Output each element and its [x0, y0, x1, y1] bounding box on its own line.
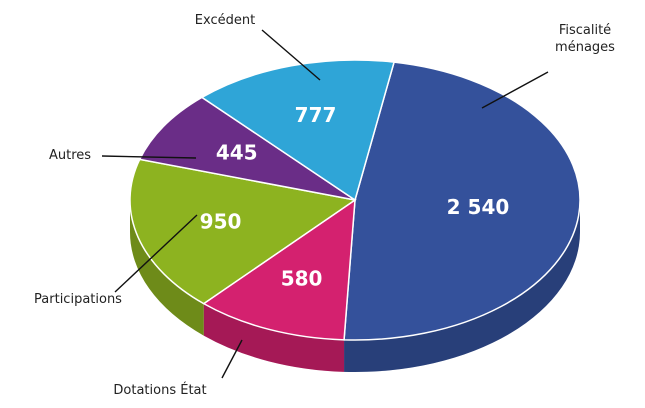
leader-line [101, 155, 197, 159]
leader-line [261, 29, 321, 81]
category-label: Participations [34, 292, 122, 307]
value-label: 950 [200, 210, 242, 234]
value-label: 445 [216, 140, 258, 164]
slice [202, 198, 356, 341]
category-label: Fiscalité ménages [555, 23, 615, 55]
value-label: 777 [295, 103, 337, 127]
slice-side [130, 200, 204, 336]
value-label: 2 540 [447, 195, 510, 219]
value-label: 580 [281, 267, 323, 291]
leader-line [481, 71, 549, 109]
slice [200, 59, 396, 202]
leader-line [221, 339, 243, 379]
slice [343, 61, 581, 341]
category-label: Dotations État [113, 383, 207, 398]
category-label: Excédent [194, 13, 256, 28]
leader-line [114, 214, 198, 293]
category-label: Autres [48, 148, 92, 163]
slice [129, 158, 357, 305]
slice-side-shade [130, 200, 204, 336]
